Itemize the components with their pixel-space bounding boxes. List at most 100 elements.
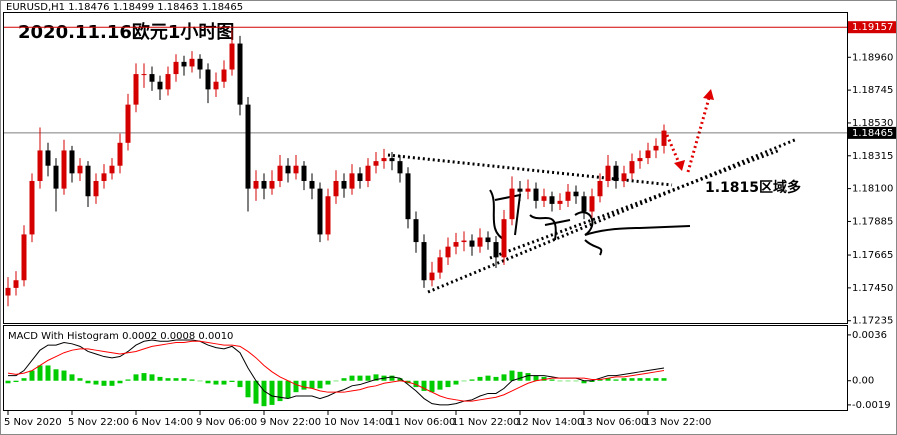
y-tick-label: 1.17450 xyxy=(852,283,893,294)
candle-body xyxy=(141,74,147,76)
histogram-bar xyxy=(245,380,251,398)
candle-body xyxy=(581,196,587,212)
histogram-bar xyxy=(397,378,403,381)
histogram-bar xyxy=(325,380,331,385)
x-tick-label: 9 Nov 06:00 xyxy=(196,417,257,428)
candle-body xyxy=(133,74,139,105)
candle-body xyxy=(493,242,499,258)
histogram-bar xyxy=(541,376,547,381)
candle-body xyxy=(589,196,595,212)
histogram-bar xyxy=(261,380,267,407)
candle-body xyxy=(245,104,251,189)
x-tick-label: 5 Nov 2020 xyxy=(4,417,62,428)
y-tick-label: 1.17665 xyxy=(852,250,893,261)
histogram-bar xyxy=(93,380,99,385)
histogram-bar xyxy=(581,380,587,384)
candle-body xyxy=(213,81,219,90)
candle-body xyxy=(525,188,531,192)
histogram-bar xyxy=(117,380,123,384)
histogram-bar xyxy=(317,380,323,389)
histogram-bar xyxy=(149,374,155,381)
histogram-bar xyxy=(469,379,475,381)
candle-body xyxy=(101,173,107,181)
histogram-bar xyxy=(525,373,531,381)
histogram-bar xyxy=(37,365,43,381)
candle-body xyxy=(389,158,395,162)
histogram-bar xyxy=(573,380,579,382)
histogram-bar xyxy=(565,380,571,382)
histogram-bar xyxy=(437,380,443,390)
candle-body xyxy=(517,188,523,192)
candle-body xyxy=(421,242,427,281)
candle-body xyxy=(157,81,163,90)
y-tick-label: 1.17235 xyxy=(852,316,893,327)
candle-body xyxy=(197,58,203,70)
candle-body xyxy=(501,219,507,258)
candle-body xyxy=(629,161,635,174)
candle-body xyxy=(93,180,99,197)
y-tick-label: 1.17885 xyxy=(852,216,893,227)
histogram-bar xyxy=(661,378,667,381)
histogram-bar xyxy=(221,380,227,385)
candle-body xyxy=(597,180,603,197)
histogram-bar xyxy=(29,370,35,381)
histogram-bar xyxy=(429,380,435,393)
candle-body xyxy=(469,240,475,247)
candle-body xyxy=(325,196,331,235)
candle-body xyxy=(277,165,283,181)
candle-body xyxy=(437,257,443,273)
y-tick-label: 1.18315 xyxy=(852,151,893,162)
candle-body xyxy=(605,165,611,181)
candle-body xyxy=(613,165,619,181)
candle-body xyxy=(533,188,539,201)
histogram-bar xyxy=(5,380,11,384)
histogram-bar xyxy=(597,379,603,381)
candle-body xyxy=(429,272,435,281)
histogram-bar xyxy=(189,379,195,381)
candle-body xyxy=(261,180,267,189)
trendlines xyxy=(387,89,798,294)
histogram-bar xyxy=(85,380,91,384)
histogram-bar xyxy=(277,380,283,402)
y-tick-label: 1.18745 xyxy=(852,85,893,96)
candle-body xyxy=(53,165,59,189)
histogram-bar xyxy=(509,370,515,381)
candle-body xyxy=(173,61,179,75)
histogram-bar xyxy=(629,378,635,381)
candle-body xyxy=(77,165,83,174)
histogram-bar xyxy=(301,380,307,390)
histogram-bar xyxy=(653,378,659,381)
histogram-bar xyxy=(237,380,243,388)
histogram-bar xyxy=(77,378,83,381)
candle-body xyxy=(69,150,75,174)
y-tick-label: 0.00 xyxy=(852,376,874,387)
candle-body xyxy=(413,219,419,243)
candle-body xyxy=(349,173,355,189)
arrow-down xyxy=(665,134,681,164)
x-tick-label: 11 Nov 06:00 xyxy=(388,417,455,428)
candle-body xyxy=(509,188,515,220)
candle-body xyxy=(285,165,291,174)
y-tick-label: 1.18100 xyxy=(852,184,893,195)
histogram-bar xyxy=(517,371,523,381)
candle-body xyxy=(373,161,379,166)
candle-body xyxy=(461,240,467,243)
arrow-head xyxy=(703,89,714,100)
histogram-bar xyxy=(485,375,491,381)
candle-body xyxy=(221,69,227,82)
x-tick-label: 13 Nov 22:00 xyxy=(644,417,711,428)
histogram-bar xyxy=(253,380,259,404)
histogram-bar xyxy=(125,379,131,381)
histogram-bar xyxy=(461,380,467,382)
x-tick-label: 9 Nov 22:00 xyxy=(260,417,321,428)
macd-panel xyxy=(3,325,848,411)
candle-body xyxy=(365,165,371,181)
histogram-bar xyxy=(549,379,555,381)
candle-body xyxy=(541,196,547,201)
histogram-bar xyxy=(357,375,363,381)
histogram-bar xyxy=(421,380,427,391)
candle-body xyxy=(661,130,667,146)
candle-body xyxy=(485,237,491,243)
